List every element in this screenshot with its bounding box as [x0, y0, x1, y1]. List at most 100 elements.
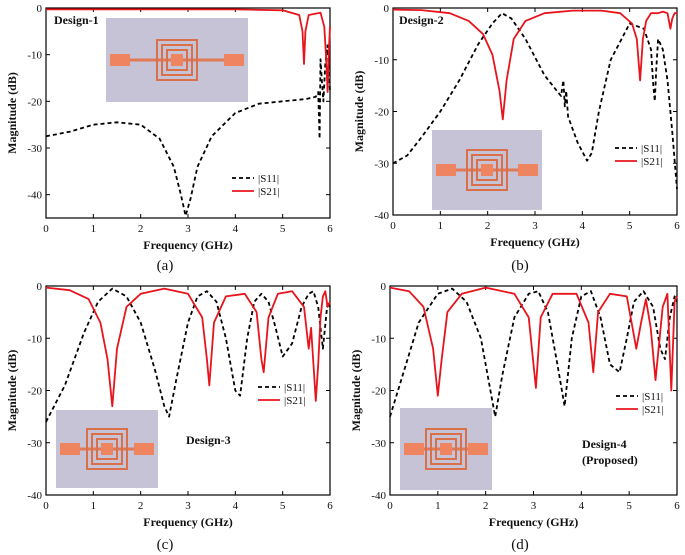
inset-port-left [404, 443, 424, 455]
legend-label: |S11| [642, 391, 663, 403]
x-tick-label: 3 [185, 223, 191, 235]
y-tick-label: -10 [371, 333, 386, 345]
x-tick-label: 2 [138, 223, 144, 235]
inset-resonator-ring [156, 39, 198, 81]
inset-port-left [436, 164, 456, 176]
y-axis-label: Magnitude (dB) [5, 350, 19, 432]
x-tick-label: 6 [674, 500, 680, 512]
x-tick-label: 5 [627, 220, 633, 232]
y-tick-label: -30 [27, 438, 42, 450]
y-tick-label: 0 [381, 281, 387, 293]
x-axis-label: Frequency (GHz) [143, 238, 232, 252]
layout-inset-image [56, 410, 158, 488]
y-tick-label: -30 [371, 438, 386, 450]
x-tick-label: 1 [91, 223, 97, 235]
x-tick-label: 5 [280, 223, 286, 235]
series-line-s21 [392, 8, 677, 121]
x-tick-label: 0 [390, 220, 396, 232]
y-tick-label: -40 [27, 190, 42, 202]
chart-title: Design-1 [54, 13, 99, 27]
legend: |S11||S21| [615, 143, 663, 168]
inset-resonator-core [171, 54, 183, 66]
layout-inset-image [432, 130, 542, 210]
series-line-s21 [45, 286, 331, 408]
legend: |S11||S21| [258, 382, 306, 407]
legend-label: |S21| [641, 156, 663, 168]
y-axis-label: Magnitude (dB) [5, 72, 19, 154]
x-tick-label: 6 [674, 220, 680, 232]
inset-resonator-ring [430, 433, 462, 465]
chart-panel-3: 0 1 2 3 4 5 6 0 -10 -20 -30 -40 Frequency (GHz) Magni… [5, 281, 333, 553]
legend: |S11||S21| [616, 391, 664, 416]
legend-label: |S21| [642, 404, 664, 416]
legend-label: |S11| [641, 143, 662, 155]
inset-resonator-ring [161, 44, 193, 76]
y-tick-label: -40 [374, 210, 389, 222]
inset-resonator-ring [86, 428, 128, 470]
legend: |S11||S21| [232, 173, 280, 198]
x-tick-label: 0 [387, 500, 393, 512]
inset-port-right [518, 164, 538, 176]
y-tick-label: -40 [27, 490, 42, 502]
inset-resonator-core [101, 443, 113, 455]
y-tick-label: -30 [374, 158, 389, 170]
legend-label: |S11| [258, 173, 279, 185]
y-tick-label: -20 [374, 107, 389, 119]
inset-resonator-ring [466, 149, 508, 191]
x-tick-label: 0 [43, 223, 49, 235]
x-tick-label: 1 [438, 220, 444, 232]
y-tick-label: -10 [27, 333, 42, 345]
x-tick-label: 2 [485, 220, 491, 232]
legend-label: |S21| [284, 395, 306, 407]
x-tick-label: 4 [233, 223, 239, 235]
y-tick-label: -40 [371, 490, 386, 502]
x-tick-label: 0 [43, 500, 49, 512]
x-tick-label: 3 [185, 500, 191, 512]
series-line-s11 [45, 287, 331, 423]
layout-inset-image [400, 408, 492, 490]
legend-label: |S11| [284, 382, 305, 394]
series-line-s21 [389, 286, 678, 397]
x-tick-label: 4 [580, 220, 586, 232]
y-tick-label: -20 [27, 386, 42, 398]
y-axis-label: Magnitude (dB) [352, 71, 366, 153]
x-tick-label: 1 [91, 500, 97, 512]
inset-resonator-ring [425, 428, 467, 470]
inset-port-right [134, 443, 154, 455]
inset-resonator-ring [435, 438, 457, 460]
x-tick-label: 5 [280, 500, 286, 512]
chart-title: Design-3 [186, 433, 231, 447]
inset-port-left [60, 443, 80, 455]
y-tick-label: -10 [27, 50, 42, 62]
chart-title: Design-2 [399, 13, 444, 27]
inset-resonator-ring [96, 438, 118, 460]
x-tick-label: 2 [138, 500, 144, 512]
x-tick-label: 6 [327, 223, 333, 235]
x-tick-label: 1 [435, 500, 441, 512]
chart-panel-1: 0 1 2 3 4 5 6 0 -10 -20 -30 -40 Frequency (GHz) Magni… [5, 3, 333, 274]
x-tick-label: 4 [233, 500, 239, 512]
inset-resonator-ring [471, 154, 503, 186]
chart-subtitle: (Proposed) [582, 453, 638, 467]
x-tick-label: 5 [626, 500, 632, 512]
x-axis-label: Frequency (GHz) [489, 515, 578, 529]
y-tick-label: -10 [374, 55, 389, 67]
y-tick-label: 0 [384, 3, 390, 15]
panel-caption: (d) [511, 537, 529, 553]
y-tick-label: 0 [37, 281, 43, 293]
y-axis-label: Magnitude (dB) [349, 350, 363, 432]
legend-label: |S21| [258, 186, 280, 198]
y-tick-label: -20 [371, 386, 386, 398]
layout-inset-image [106, 18, 248, 102]
series-line-s11 [45, 44, 331, 217]
x-axis-label: Frequency (GHz) [143, 515, 232, 529]
panel-caption: (a) [157, 258, 174, 274]
chart-panel-4: 0 1 2 3 4 5 6 0 -10 -20 -30 -40 Frequency (GHz) Magni… [349, 281, 680, 553]
inset-resonator-core [440, 443, 452, 455]
inset-resonator-core [481, 164, 493, 176]
inset-resonator-ring [91, 433, 123, 465]
x-tick-label: 3 [531, 500, 537, 512]
inset-port-right [224, 54, 244, 66]
series-line-s11 [392, 12, 678, 190]
